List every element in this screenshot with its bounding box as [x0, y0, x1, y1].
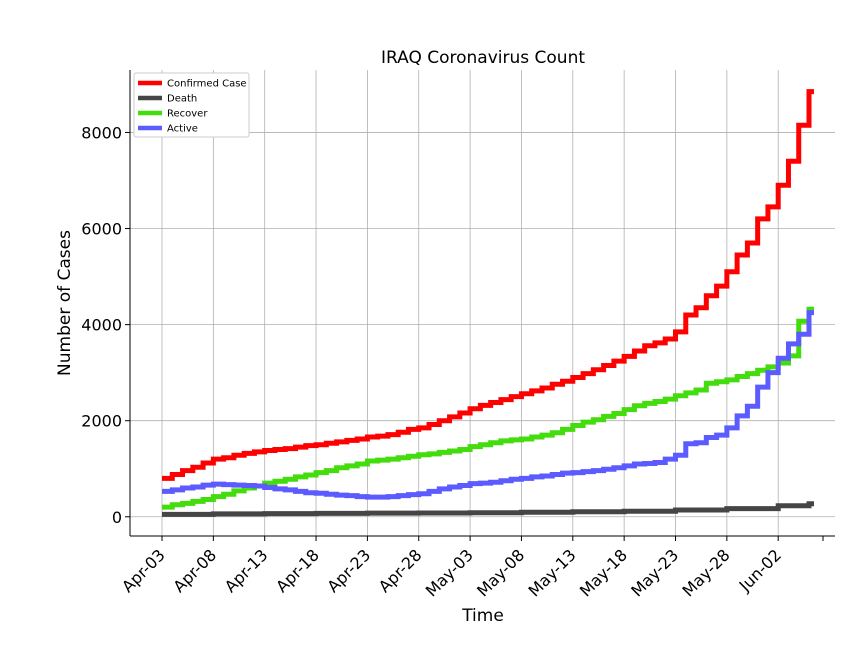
x-tick-label: Apr-08: [169, 545, 220, 596]
x-tick-label: Apr-28: [375, 545, 426, 596]
x-tick-label: Apr-23: [323, 545, 374, 596]
x-tick-label: May-23: [627, 545, 682, 600]
series-line-active: [162, 310, 815, 500]
series-lines: [162, 89, 815, 517]
series-line-confirmed-case: [162, 89, 815, 481]
x-axis-label: Time: [461, 606, 504, 626]
legend-label: Recover: [167, 109, 208, 120]
legend-label: Confirmed Case: [167, 79, 247, 90]
x-tick-label: May-28: [679, 545, 734, 600]
x-tick-label: May-13: [525, 545, 580, 600]
legend-label: Death: [167, 94, 197, 105]
x-tick-label: Apr-13: [221, 545, 272, 596]
x-tick-label: Apr-03: [118, 545, 169, 596]
legend: Confirmed Case Death Recover Active: [133, 72, 250, 138]
x-tick-label: Jun-02: [735, 545, 785, 595]
x-tick-label: Apr-18: [272, 545, 323, 596]
x-ticks: Apr-03 Apr-08 Apr-13 Apr-18 Apr-23 Apr-28May-…: [118, 536, 824, 601]
x-tick-label: May-08: [473, 545, 528, 600]
x-tick-label: May-18: [576, 545, 631, 600]
legend-box: [133, 72, 250, 138]
grid-lines: [130, 70, 835, 536]
series-line-death: [162, 501, 815, 517]
y-tick-label: 0: [112, 508, 122, 527]
y-tick-label: 2000: [81, 412, 122, 431]
y-tick-label: 8000: [81, 123, 122, 142]
legend-label: Active: [167, 124, 198, 135]
chart-title: IRAQ Coronavirus Count: [381, 48, 585, 68]
y-ticks: 0 2000 4000 6000 8000: [81, 123, 130, 527]
y-axis-label: Number of Cases: [55, 230, 75, 376]
y-tick-label: 6000: [81, 220, 122, 239]
x-tick-label: May-03: [422, 545, 477, 600]
y-tick-label: 4000: [81, 316, 122, 335]
series-line-recover: [162, 306, 815, 510]
axes: [129, 70, 835, 537]
